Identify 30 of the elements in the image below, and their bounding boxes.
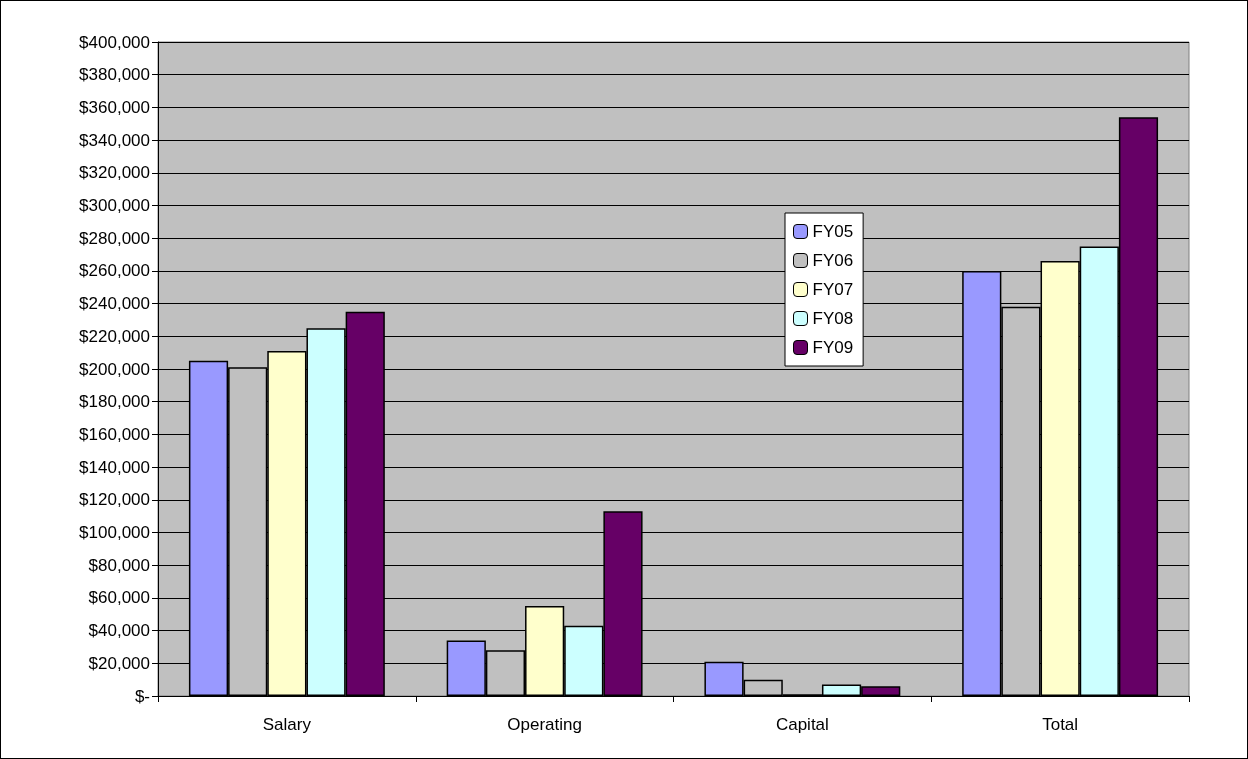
y-tick-label: $400,000: [79, 32, 150, 52]
x-tick-label: Operating: [507, 715, 582, 734]
y-tick-label: $140,000: [79, 457, 150, 477]
legend-label: FY07: [812, 280, 854, 299]
legend-label: FY05: [812, 222, 854, 241]
x-tick-label: Capital: [775, 715, 829, 734]
x-tick-label: Total: [1042, 715, 1079, 734]
y-tick-label: $-: [134, 686, 150, 706]
y-tick-label: $60,000: [88, 588, 150, 608]
y-tick-label: $340,000: [79, 130, 150, 150]
y-tick-label: $160,000: [79, 424, 150, 444]
y-tick-label: $200,000: [79, 359, 150, 379]
y-tick-label: $360,000: [79, 97, 150, 117]
x-tick-label: Salary: [262, 715, 312, 734]
y-tick-label: $300,000: [79, 196, 150, 215]
y-tick-label: $120,000: [79, 490, 150, 510]
y-tick-label: $240,000: [79, 294, 150, 314]
y-tick-label: $260,000: [79, 261, 150, 281]
legend-label: FY08: [812, 309, 854, 328]
legend-label: FY09: [812, 338, 854, 357]
y-tick-label: $180,000: [79, 392, 150, 412]
legend-label: FY06: [812, 251, 854, 270]
y-tick-label: $380,000: [79, 65, 150, 85]
y-tick-label: $220,000: [79, 326, 150, 346]
y-tick-label: $280,000: [79, 228, 150, 248]
y-tick-label: $80,000: [88, 555, 150, 575]
y-tick-label: $20,000: [88, 653, 150, 673]
y-tick-label: $40,000: [88, 621, 150, 641]
y-tick-label: $100,000: [79, 523, 150, 542]
y-tick-label: $320,000: [79, 163, 150, 183]
